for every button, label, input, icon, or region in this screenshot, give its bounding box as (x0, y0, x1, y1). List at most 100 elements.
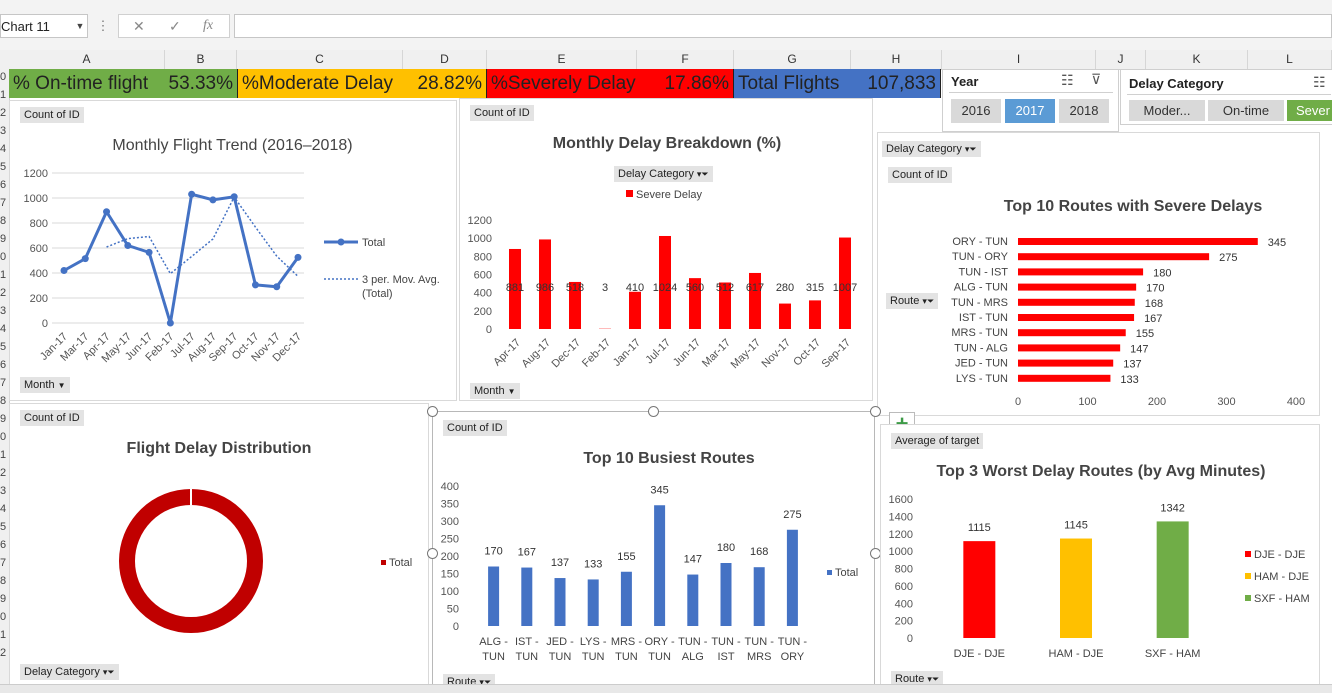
row-header[interactable]: 1 (0, 89, 9, 102)
year-slicer[interactable]: Year ☷ ⊽ 2016 2017 2018 (942, 69, 1119, 132)
kpi-value: 28.82% (418, 69, 482, 98)
row-header[interactable]: 4 (0, 143, 9, 156)
severe-routes-chart[interactable]: Delay Category ▾⏷ Count of ID Top 10 Rou… (877, 132, 1320, 416)
multi-select-icon[interactable]: ☷ (1313, 74, 1326, 91)
column-header-f[interactable]: F (637, 50, 734, 69)
column-header-g[interactable]: G (734, 50, 851, 69)
y-tick-label: 400 (441, 481, 459, 493)
y-tick-label: 0 (453, 621, 459, 633)
row-header[interactable]: 4 (0, 503, 9, 516)
chevron-down-icon[interactable]: ▼ (72, 14, 88, 38)
row-header[interactable]: 6 (0, 179, 9, 192)
row-header[interactable]: 5 (0, 161, 9, 174)
data-point (167, 320, 174, 327)
y-tick-label: 1000 (468, 233, 492, 245)
clear-filter-icon[interactable]: ⊽ (1091, 71, 1101, 88)
column-header-i[interactable]: I (942, 50, 1096, 69)
monthly-delay-breakdown-chart[interactable]: Count of ID Monthly Delay Breakdown (%) … (459, 98, 873, 401)
bar (1018, 360, 1113, 367)
column-header-h[interactable]: H (851, 50, 942, 69)
confirm-icon[interactable]: ✓ (169, 15, 181, 37)
delay-category-slicer[interactable]: Delay Category ☷ Moder... On-time Sever (1120, 69, 1332, 125)
month-field-button[interactable]: Month ▼ (470, 383, 520, 399)
row-header[interactable]: 7 (0, 197, 9, 210)
column-header-a[interactable]: A (9, 50, 165, 69)
row-header[interactable]: 3 (0, 485, 9, 498)
column-header-k[interactable]: K (1146, 50, 1248, 69)
cancel-icon[interactable]: ✕ (133, 15, 145, 37)
row-header[interactable]: 8 (0, 215, 9, 228)
column-header-e[interactable]: E (487, 50, 637, 69)
bar (1018, 375, 1110, 382)
year-option-2018[interactable]: 2018 (1059, 99, 1109, 123)
bar (963, 541, 995, 638)
multi-select-icon[interactable]: ☷ (1061, 72, 1074, 89)
delay-distribution-chart[interactable]: Count of ID Flight Delay Distribution To… (9, 403, 429, 686)
slicer-title: Delay Category (1129, 76, 1224, 91)
delay-category-field-button[interactable]: Delay Category ▾⏷ (20, 664, 119, 680)
category-option-moderate[interactable]: Moder... (1129, 100, 1205, 121)
x-tick-label: ALG (682, 651, 704, 663)
y-tick-label: 1000 (889, 546, 913, 558)
row-header[interactable]: 0 (0, 251, 9, 264)
column-header-b[interactable]: B (165, 50, 237, 69)
row-header[interactable]: 6 (0, 539, 9, 552)
row-header[interactable]: 2 (0, 647, 9, 660)
row-header[interactable]: 2 (0, 107, 9, 120)
row-header[interactable]: 3 (0, 305, 9, 318)
resize-handle[interactable] (427, 548, 438, 559)
data-point (209, 196, 216, 203)
y-tick-label: 800 (474, 251, 492, 263)
row-header[interactable]: 1 (0, 449, 9, 462)
row-header[interactable]: 1 (0, 629, 9, 642)
row-header[interactable]: 0 (0, 431, 9, 444)
resize-handle[interactable] (427, 406, 438, 417)
year-option-2017[interactable]: 2017 (1005, 99, 1055, 123)
row-header[interactable]: 2 (0, 467, 9, 480)
category-option-severe[interactable]: Sever (1287, 100, 1332, 121)
row-header[interactable]: 9 (0, 593, 9, 606)
kpi-label: %Moderate Delay (242, 69, 393, 98)
row-header[interactable]: 8 (0, 395, 9, 408)
y-tick-label: 350 (441, 499, 459, 511)
row-header[interactable]: 2 (0, 287, 9, 300)
data-label: 1007 (833, 282, 857, 294)
resize-handle[interactable] (648, 406, 659, 417)
bar (1018, 299, 1135, 306)
worst-delay-routes-chart[interactable]: Average of target Top 3 Worst Delay Rout… (880, 424, 1320, 686)
row-header[interactable]: 8 (0, 575, 9, 588)
data-label: 170 (484, 546, 502, 558)
row-header[interactable]: 7 (0, 377, 9, 390)
row-header[interactable]: 7 (0, 557, 9, 570)
legend-label-avg: 3 per. Mov. Avg. (362, 274, 440, 286)
column-header-l[interactable]: L (1248, 50, 1332, 69)
row-header[interactable]: 5 (0, 521, 9, 534)
row-header[interactable]: 0 (0, 611, 9, 624)
monthly-flight-trend-chart[interactable]: Count of ID Monthly Flight Trend (2016–2… (9, 100, 457, 401)
row-header[interactable]: 0 (0, 71, 9, 84)
column-header-c[interactable]: C (237, 50, 403, 69)
column-header-j[interactable]: J (1096, 50, 1146, 69)
row-header[interactable]: 1 (0, 269, 9, 282)
bar (687, 575, 698, 626)
row-header[interactable]: 4 (0, 323, 9, 336)
row-header[interactable]: 5 (0, 341, 9, 354)
resize-handle[interactable] (870, 406, 881, 417)
data-label: 617 (746, 282, 764, 294)
year-option-2016[interactable]: 2016 (951, 99, 1001, 123)
data-label: 147 (1130, 343, 1148, 355)
category-option-ontime[interactable]: On-time (1208, 100, 1284, 121)
formula-input[interactable] (234, 14, 1332, 38)
month-field-button[interactable]: Month ▼ (20, 377, 70, 393)
series-line-moving-avg (107, 197, 298, 276)
data-label: 512 (716, 282, 734, 294)
row-header[interactable]: 9 (0, 233, 9, 246)
row-header[interactable]: 9 (0, 413, 9, 426)
row-header[interactable]: 6 (0, 359, 9, 372)
insert-function-icon[interactable]: fx (203, 15, 213, 37)
row-header[interactable]: 3 (0, 125, 9, 138)
column-header-d[interactable]: D (403, 50, 487, 69)
x-tick-label: TUN (582, 651, 605, 663)
